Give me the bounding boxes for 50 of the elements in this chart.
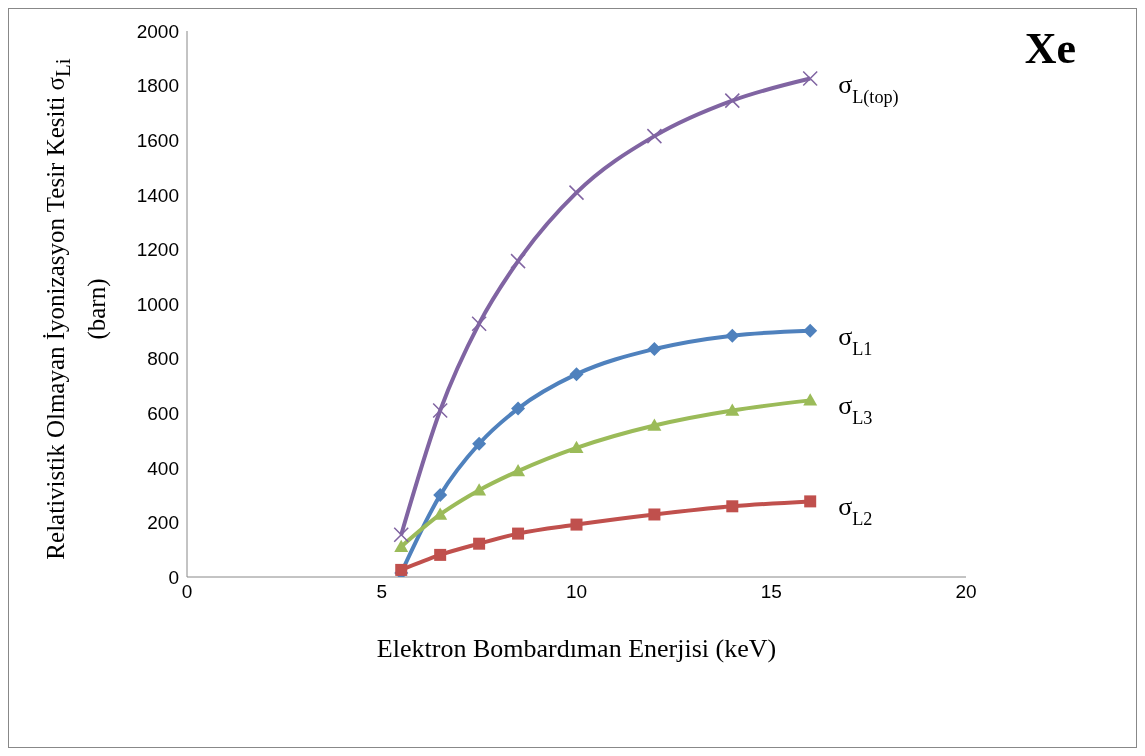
y-tick-label: 1400: [136, 184, 179, 206]
point: [394, 539, 409, 552]
point: [569, 440, 584, 454]
point: [433, 507, 448, 520]
y-tick-label: 1600: [136, 129, 179, 151]
point: [803, 393, 818, 406]
point: [647, 342, 662, 357]
point: [511, 401, 526, 416]
point: [472, 436, 487, 451]
x-tick-label: 10: [565, 581, 588, 603]
point: [511, 464, 526, 477]
x-tick-label: 20: [955, 581, 977, 603]
chart-title: Xe: [1024, 23, 1076, 74]
point: [725, 328, 740, 343]
point: [569, 367, 584, 382]
series-label: σ$_{L3}$: [838, 391, 873, 429]
y-tick-label: 1000: [136, 293, 179, 315]
point: [726, 500, 739, 513]
point: [472, 483, 487, 496]
point: [647, 418, 662, 431]
point: [433, 488, 448, 503]
point: [393, 526, 409, 543]
point: [803, 323, 818, 338]
point: [570, 518, 583, 531]
point: [473, 537, 486, 550]
point: [648, 508, 661, 521]
point: [802, 70, 818, 87]
point: [512, 527, 525, 540]
x-tick-label: 15: [760, 581, 782, 603]
y-tick-label: 0: [168, 566, 179, 588]
point: [804, 495, 817, 508]
y-tick-label: 1200: [136, 239, 179, 261]
x-tick-label: 5: [376, 581, 388, 603]
series-label: σ$_{L2}$: [838, 492, 873, 530]
y-tick-label: 800: [147, 348, 179, 370]
point: [471, 315, 487, 332]
point: [434, 548, 447, 561]
series-label: σ$_{L(top)}$: [838, 69, 899, 108]
point: [432, 402, 448, 419]
x-axis-title: Elektron Bombardıman Enerjisi (keV): [376, 634, 777, 663]
y-tick-label: 2000: [136, 20, 179, 42]
y-tick-label: 400: [147, 457, 179, 479]
series-label: σ$_{L1}$: [838, 321, 873, 359]
point: [724, 92, 741, 109]
y-tick-label: 600: [147, 402, 179, 424]
point: [646, 128, 663, 144]
y-tick-label: 200: [147, 512, 179, 534]
x-tick-label: 0: [181, 581, 193, 603]
point: [725, 403, 740, 416]
y-tick-label: 1800: [136, 75, 179, 97]
